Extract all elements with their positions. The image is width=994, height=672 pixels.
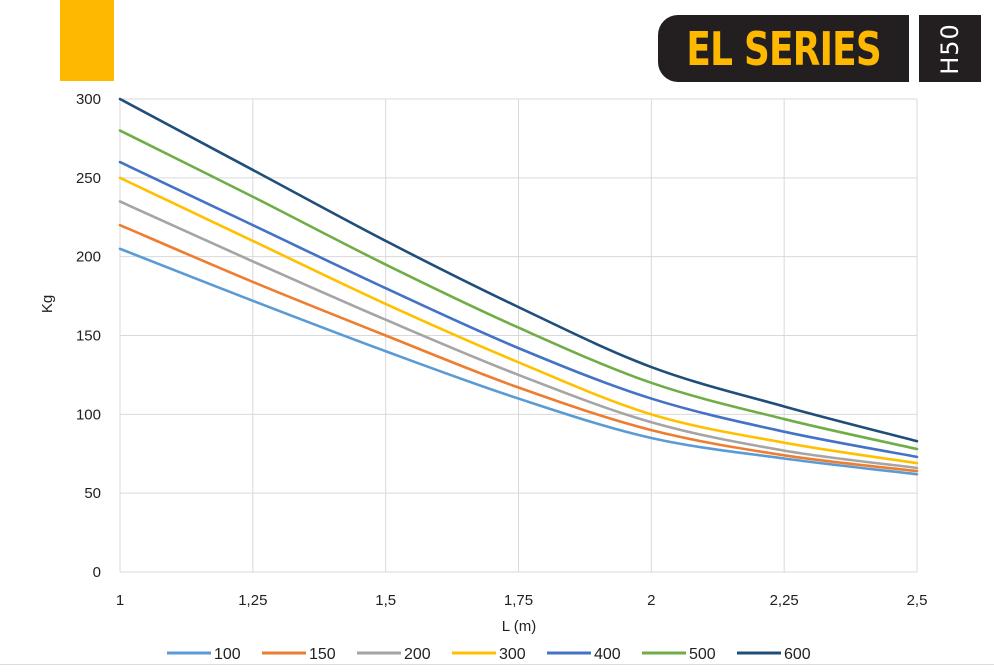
legend-label: 400 — [594, 646, 621, 663]
y-tick-label: 300 — [76, 91, 101, 108]
series-line-300 — [118, 176, 919, 465]
legend-item: 100 — [167, 646, 241, 663]
legend-label: 500 — [689, 646, 716, 663]
series-line-600 — [118, 97, 919, 443]
series-line-500 — [118, 129, 919, 451]
legend-item: 400 — [547, 646, 621, 663]
series-line-200 — [118, 200, 919, 470]
x-tick-label: 2 — [647, 592, 655, 609]
y-axis-label: Kg — [39, 295, 56, 313]
chart-grid — [119, 98, 918, 573]
y-tick-label: 100 — [76, 406, 101, 423]
legend-label: 200 — [404, 646, 431, 663]
legend-item: 500 — [642, 646, 716, 663]
y-tick-label: 250 — [76, 170, 101, 187]
footer-divider — [0, 664, 994, 665]
y-tick-label: 200 — [76, 249, 101, 266]
brand-accent-block — [60, 0, 114, 81]
legend-item: 150 — [262, 646, 336, 663]
legend-item: 300 — [452, 646, 526, 663]
chart-series — [118, 97, 919, 476]
x-tick-label: 1 — [116, 592, 124, 609]
x-axis-label: L (m) — [502, 618, 536, 635]
x-tick-label: 1,5 — [375, 592, 396, 609]
x-tick-label: 2,25 — [770, 592, 799, 609]
chart-legend: 100 150 200 300 400 500 600 — [167, 646, 811, 663]
series-line-100 — [118, 247, 919, 476]
model-badge: H50 — [919, 15, 981, 82]
legend-label: 150 — [309, 646, 336, 663]
legend-label: 600 — [784, 646, 811, 663]
legend-label: 300 — [499, 646, 526, 663]
x-tick-label: 1,75 — [504, 592, 533, 609]
y-tick-label: 50 — [84, 485, 101, 502]
y-tick-label: 0 — [93, 564, 101, 581]
brand-badge: EL SERIES — [658, 15, 909, 82]
brand-title: EL SERIES — [686, 21, 881, 76]
x-tick-label: 2,5 — [907, 592, 928, 609]
y-tick-label: 150 — [76, 328, 101, 345]
legend-item: 200 — [357, 646, 431, 663]
series-line-400 — [118, 160, 919, 459]
series-line-150 — [118, 223, 919, 473]
legend-label: 100 — [214, 646, 241, 663]
chart-tick-labels: 0 50 100 150 200 250 300 1 1,25 1,5 1,75 2 2,25 2,5 — [76, 91, 927, 609]
x-tick-label: 1,25 — [238, 592, 267, 609]
legend-item: 600 — [737, 646, 811, 663]
